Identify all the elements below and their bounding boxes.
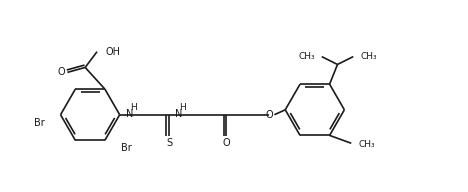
- Text: N: N: [126, 109, 133, 119]
- Text: S: S: [166, 138, 172, 148]
- Text: CH₃: CH₃: [298, 52, 315, 61]
- Text: Br: Br: [121, 143, 132, 153]
- Text: Br: Br: [34, 118, 45, 128]
- Text: O: O: [58, 67, 66, 77]
- Text: OH: OH: [106, 47, 121, 57]
- Text: O: O: [266, 110, 273, 120]
- Text: CH₃: CH₃: [360, 52, 377, 61]
- Text: H: H: [179, 103, 186, 112]
- Text: O: O: [222, 138, 230, 148]
- Text: N: N: [175, 109, 183, 119]
- Text: CH₃: CH₃: [358, 140, 375, 149]
- Text: H: H: [130, 103, 137, 112]
